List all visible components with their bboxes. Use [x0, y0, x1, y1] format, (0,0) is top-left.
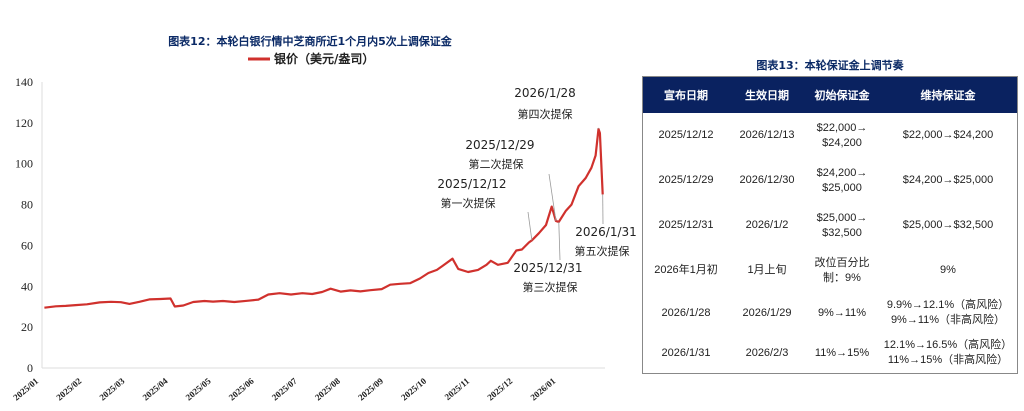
legend-label: 银价（美元/盎司） [274, 51, 374, 66]
table-cell: 2026/1/31 [661, 346, 711, 359]
annotation-date: 2025/12/12 [437, 177, 506, 191]
header-cell: 维持保证金 [879, 76, 1018, 113]
annotation-leader [558, 221, 561, 261]
table-cell: 2026/2/3 [745, 346, 789, 359]
table-cell: $25,000→ $32,500 [816, 211, 868, 239]
x-tick-label: 2025/08 [313, 376, 342, 403]
y-tick-label: 0 [27, 361, 33, 375]
table-cell: $24,200→$25,000 [902, 174, 994, 186]
table-cell: 2025/12/12 [658, 129, 714, 141]
y-tick-label: 40 [21, 279, 33, 293]
table-row: 2025/12/29 2026/12/30 $24,200→ $25,000 $24,… [643, 158, 1018, 203]
x-tick-label: 2025/11 [443, 376, 472, 403]
y-tick-label: 60 [21, 238, 33, 252]
x-tick-label: 2025/07 [270, 376, 299, 403]
header-cell: 宣布日期 [642, 76, 729, 113]
x-tick-label: 2025/02 [54, 376, 83, 403]
y-tick-label: 20 [21, 320, 33, 334]
table-row: 2025/12/12 2026/12/13 $22,000→ $24,200 $22,… [643, 113, 1018, 158]
y-tick-label: 80 [21, 198, 33, 212]
y-tick-label: 100 [15, 157, 33, 171]
table-cell: 11%→15% [814, 346, 870, 359]
table-cell: 2026/12/30 [739, 174, 795, 186]
header-cell: 生效日期 [729, 76, 805, 113]
annotation-label: 第二次提保 [469, 157, 524, 171]
table-row: 2025/12/31 2026/1/2 $25,000→ $32,500 $25,00… [643, 203, 1018, 248]
table-cell: 12.1%→16.5%（高风险） 11%→15%（非高风险） [883, 339, 1013, 366]
margin-table: 宣布日期 生效日期 初始保证金 维持保证金 2025/12/12 2026/12/… [642, 76, 1018, 374]
x-tick-label: 2025/03 [97, 376, 126, 403]
table-cell: $22,000→$24,200 [902, 129, 994, 141]
table-cell: 2026/1/2 [745, 219, 789, 231]
annotation-date: 2026/1/31 [575, 225, 637, 239]
table-cell: 2026/1/29 [742, 306, 792, 319]
chart-title: 图表12：本轮白银行情中芝商所近1个月内5次上调保证金 [168, 35, 452, 48]
annotation-label: 第三次提保 [523, 280, 578, 294]
x-tick-label: 2025/12 [485, 376, 514, 403]
price-line [44, 127, 604, 309]
x-tick-label: 2025/06 [227, 376, 256, 403]
table-cell: $24,200→ $25,000 [816, 166, 868, 194]
table-cell: $22,000→ $24,200 [816, 121, 868, 149]
x-tick-label: 2025/01 [11, 376, 40, 403]
table-row: 2026/1/28 2026/1/29 9%→11% 9.9%→12.1%（高风险） … [643, 293, 1018, 333]
table-cell: 2025/12/29 [658, 174, 714, 186]
y-tick-label: 140 [15, 75, 33, 89]
annotation-date: 2026/1/28 [514, 86, 576, 100]
table-cell: 9%→11% [817, 306, 867, 319]
annotation-leader [548, 173, 557, 221]
annotation-date: 2025/12/29 [465, 138, 534, 152]
annotation-leader [527, 211, 533, 241]
x-tick-label: 2026/01 [528, 376, 557, 403]
x-tick-label: 2025/04 [141, 376, 170, 403]
annotation-label: 第五次提保 [575, 244, 630, 258]
table-cell: 2026/1/28 [661, 306, 711, 319]
annotation-label: 第一次提保 [441, 196, 496, 210]
table-cell: 2026年1月初 [654, 264, 718, 276]
table-cell: 9.9%→12.1%（高风险） 9%→11%（非高风险） [886, 299, 1010, 326]
table-cell: 改位百分比 制：9% [814, 256, 870, 284]
x-tick-label: 2025/05 [184, 376, 213, 403]
x-tick-label: 2025/09 [356, 376, 385, 403]
header-cell: 初始保证金 [805, 76, 879, 113]
table-row: 2026/1/31 2026/2/3 11%→15% 12.1%→16.5%（高风险）… [643, 333, 1018, 374]
table-cell: 2026/12/13 [739, 129, 795, 141]
table-title: 图表13：本轮保证金上调节奏 [756, 59, 904, 72]
x-tick-label: 2025/10 [399, 376, 428, 403]
silver-price-chart: 0 20 40 60 80 100 120 140 2025/01 2025/02 2025/03 2… [11, 51, 637, 403]
table-row: 2026年1月初 1月上旬 改位百分比 制：9% 9% [643, 248, 1018, 293]
y-tick-label: 120 [15, 116, 33, 130]
table-cell: 1月上旬 [747, 264, 787, 276]
table-cell: 2025/12/31 [658, 219, 714, 231]
table-cell: $25,000→$32,500 [902, 219, 994, 231]
annotation-date: 2025/12/31 [513, 261, 582, 275]
table-header-row: 宣布日期 生效日期 初始保证金 维持保证金 [642, 76, 1018, 113]
table-cell: 9% [940, 264, 956, 276]
annotation-label: 第四次提保 [518, 107, 573, 121]
